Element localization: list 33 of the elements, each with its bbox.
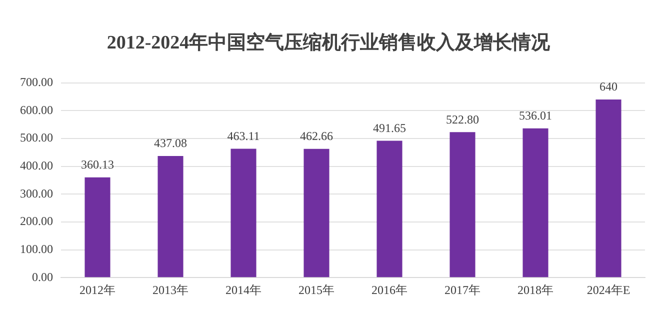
x-tick-label: 2018年 [518, 282, 554, 297]
bar [522, 128, 548, 278]
x-tick-label: 2024年E [586, 282, 630, 297]
x-tick-label: 2013年 [152, 282, 188, 297]
y-tick-label: 0.00 [32, 270, 53, 284]
data-label: 640 [600, 80, 618, 94]
data-label: 360.13 [81, 158, 114, 172]
y-tick-label: 100.00 [20, 242, 53, 256]
x-tick-label: 2012年 [80, 282, 116, 297]
bar [158, 156, 184, 278]
bar [376, 140, 402, 278]
chart-title: 2012-2024年中国空气压缩机行业销售收入及增长情况 [106, 31, 552, 54]
y-tick-label: 200.00 [20, 214, 53, 228]
bar [84, 177, 110, 278]
y-tick-label: 600.00 [20, 102, 53, 117]
y-tick-label: 400.00 [20, 158, 53, 172]
x-tick-label: 2015年 [298, 282, 334, 297]
data-label: 437.08 [154, 136, 187, 150]
data-label: 463.11 [227, 128, 260, 143]
x-tick-label: 2016年 [372, 282, 408, 297]
data-label: 491.65 [373, 120, 406, 135]
data-label: 522.80 [446, 112, 479, 126]
bar [596, 99, 622, 278]
bar [304, 148, 330, 278]
x-tick-label: 2017年 [444, 282, 480, 297]
bar [450, 132, 476, 278]
data-label: 536.01 [519, 108, 552, 123]
y-tick-label: 500.00 [20, 130, 53, 145]
bar [230, 148, 256, 278]
data-label: 462.66 [300, 129, 333, 144]
x-tick-label: 2014年 [226, 282, 262, 297]
y-tick-label: 700.00 [20, 74, 53, 89]
y-tick-label: 300.00 [20, 186, 53, 200]
